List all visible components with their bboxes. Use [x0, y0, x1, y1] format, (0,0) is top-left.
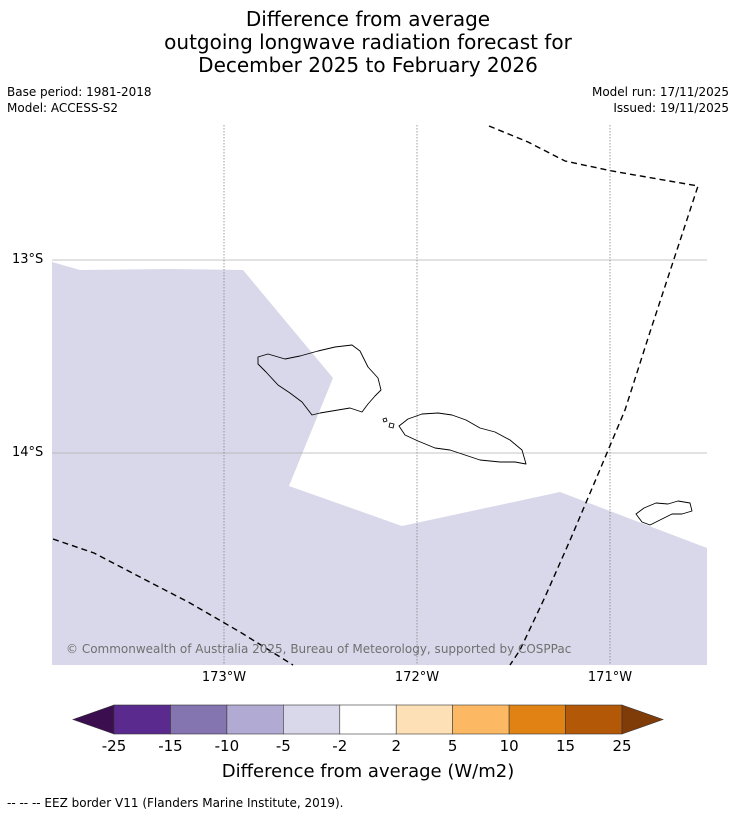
eez-footnote: -- -- -- EEZ border V11 (Flanders Marine… [7, 796, 344, 810]
title-line-1: Difference from average [245, 7, 491, 31]
colorbar-tick-label: 2 [391, 737, 401, 755]
meta-right: Model run: 17/11/2025 Issued: 19/11/2025 [592, 84, 729, 116]
colorbar-under-arrow [72, 704, 115, 735]
colorbar-tick-label: -2 [332, 737, 348, 755]
lon-label-173w: 173°W [201, 670, 247, 685]
lon-label-171w: 171°W [587, 670, 633, 685]
map-title: Difference from average outgoing longwav… [0, 8, 736, 77]
colorbar-over-arrow [621, 704, 664, 735]
colorbar-bin [508, 704, 566, 735]
colorbar-tick-label: 25 [612, 737, 632, 755]
title-line-3: December 2025 to February 2026 [198, 53, 538, 77]
eez-border-northeast [488, 125, 699, 666]
savaii-island [257, 344, 382, 416]
colorbar-tick-label: -10 [214, 737, 240, 755]
tutuila-island [635, 500, 693, 526]
colorbar-tick-label: 10 [499, 737, 519, 755]
model-text: Model: ACCESS-S2 [7, 101, 119, 115]
meta-left: Base period: 1981-2018 Model: ACCESS-S2 [7, 84, 152, 116]
colorbar-title: Difference from average (W/m2) [221, 761, 515, 782]
title-line-2: outgoing longwave radiation forecast for [164, 30, 572, 54]
colorbar-bin [395, 704, 453, 735]
lon-label-172w: 172°W [394, 670, 440, 685]
colorbar-bin [283, 704, 341, 735]
lat-label-13s: 13°S [12, 252, 44, 267]
lat-label-14s: 14°S [12, 445, 44, 460]
colorbar-tick-label: 5 [447, 737, 458, 755]
colorbar-tick-label: 15 [556, 737, 576, 755]
eez-border-southwest [52, 538, 294, 666]
colorbar-tick-label: -25 [101, 737, 127, 755]
manono-islet [382, 417, 388, 423]
issued-text: Issued: 19/11/2025 [613, 101, 729, 115]
colorbar-bin [170, 704, 228, 735]
colorbar-bin [113, 704, 171, 735]
colorbar-bin [226, 704, 284, 735]
colorbar-tick-label: -5 [275, 737, 291, 755]
colorbar-bin [565, 704, 623, 735]
apolima-islet [388, 422, 395, 429]
colorbar-bin [452, 704, 510, 735]
base-period-text: Base period: 1981-2018 [7, 85, 152, 99]
copyright-text: © Commonwealth of Australia 2025, Bureau… [66, 642, 572, 656]
colorbar-bin [339, 704, 397, 735]
anomaly-region [52, 262, 707, 665]
upolu-island [398, 412, 527, 465]
colorbar-bins [113, 704, 623, 735]
model-run-text: Model run: 17/11/2025 [591, 85, 729, 99]
colorbar-tick-label: -15 [158, 737, 183, 755]
